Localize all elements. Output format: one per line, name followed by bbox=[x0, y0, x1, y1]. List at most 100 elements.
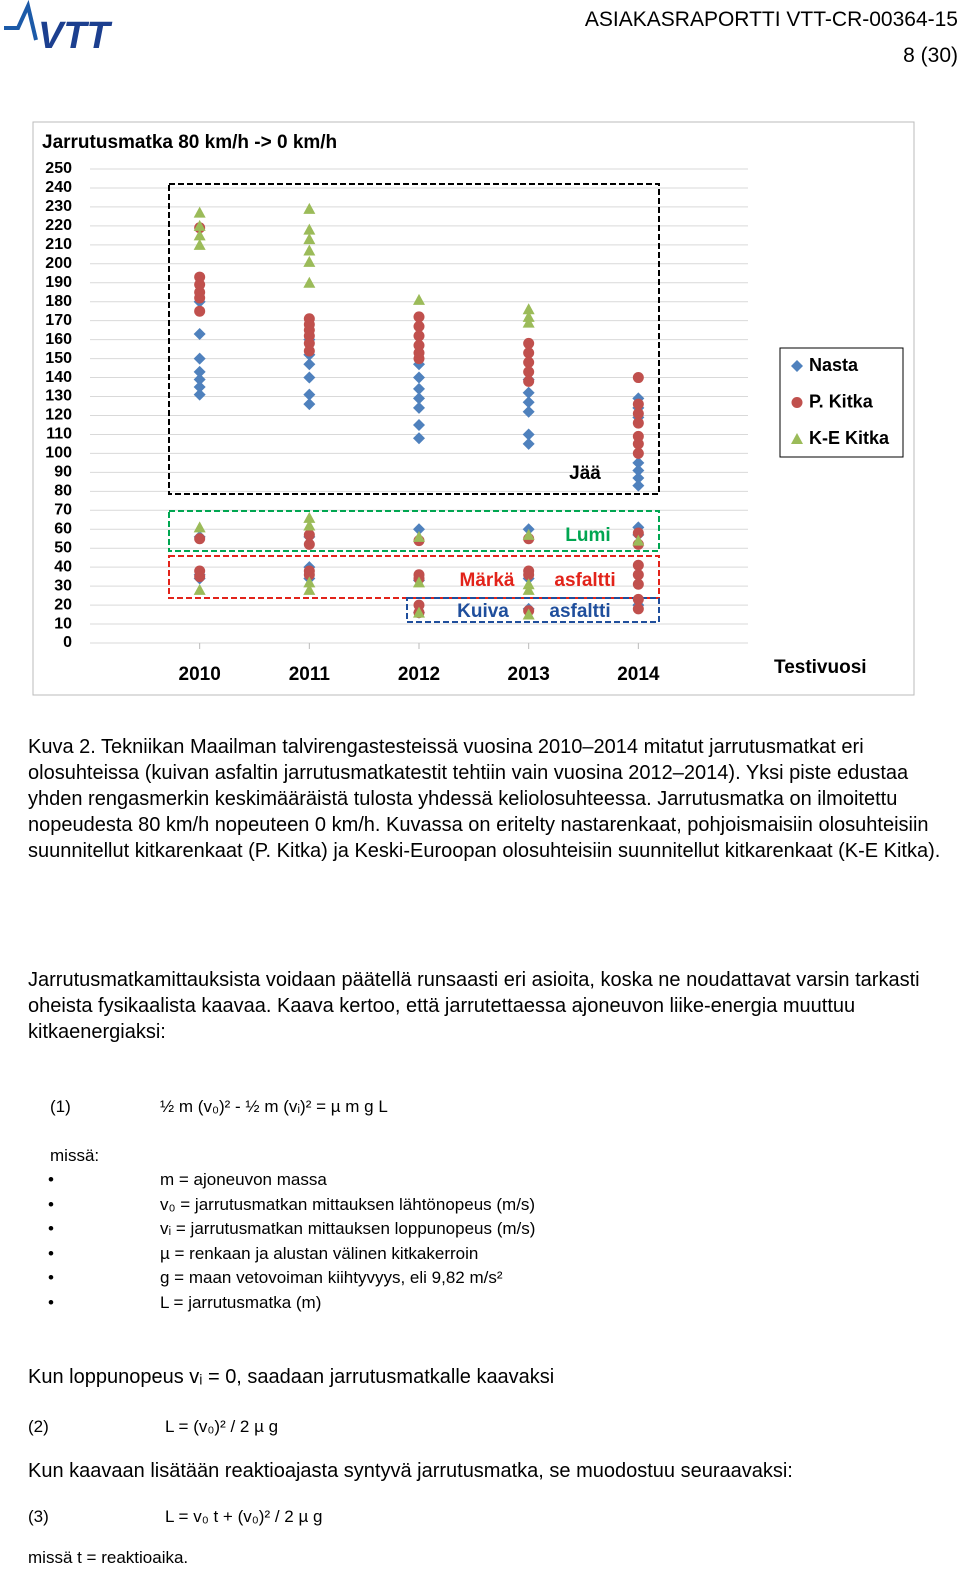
logo: VTT bbox=[4, 0, 113, 57]
chart: Jarrutusmatka 80 km/h -> 0 km/h Testivuo… bbox=[32, 121, 915, 696]
bullet-text: g = maan vetovoiman kiihtyvyys, eli 9,82… bbox=[160, 1268, 503, 1288]
marker bbox=[413, 330, 425, 342]
marker bbox=[632, 603, 644, 615]
y-tick-label: 120 bbox=[45, 407, 72, 424]
bullet: • bbox=[48, 1194, 54, 1214]
y-tick-label: 40 bbox=[54, 558, 72, 575]
logo-text: VTT bbox=[38, 15, 113, 57]
y-tick-label: 110 bbox=[46, 426, 72, 443]
y-tick-label: 60 bbox=[54, 520, 72, 537]
marker bbox=[523, 337, 535, 349]
marker bbox=[522, 608, 535, 620]
marker bbox=[522, 428, 535, 441]
y-tick-label: 250 bbox=[45, 160, 72, 177]
marker bbox=[413, 371, 425, 384]
marker bbox=[413, 432, 425, 445]
marker bbox=[791, 433, 803, 444]
marker bbox=[413, 320, 425, 332]
y-tick-label: 130 bbox=[45, 388, 72, 405]
bullet: • bbox=[48, 1170, 54, 1189]
y-tick-label: 200 bbox=[45, 255, 72, 272]
marker bbox=[303, 388, 316, 401]
caption: Kuva 2. Tekniikan Maailman talvirengaste… bbox=[28, 736, 941, 862]
marker bbox=[193, 206, 206, 218]
annotation: Jää bbox=[569, 463, 601, 484]
y-tick-label: 220 bbox=[45, 217, 72, 234]
y-tick-label: 0 bbox=[63, 634, 72, 651]
marker bbox=[523, 569, 535, 581]
marker bbox=[303, 345, 315, 357]
x-axis-label: Testivuosi bbox=[774, 657, 867, 678]
x-tick-label: 2010 bbox=[179, 664, 221, 685]
marker bbox=[522, 583, 535, 595]
marker bbox=[522, 437, 535, 450]
marker bbox=[413, 599, 425, 611]
marker bbox=[303, 569, 315, 581]
marker bbox=[193, 388, 206, 401]
marker bbox=[303, 337, 315, 349]
formula: L = (v₀)² / 2 µ g bbox=[165, 1417, 279, 1436]
marker bbox=[303, 529, 315, 541]
y-tick-label: 240 bbox=[45, 179, 72, 196]
annotation: Lumi bbox=[565, 525, 610, 546]
y-tick-label: 30 bbox=[54, 577, 72, 594]
formula-number: (2) bbox=[28, 1417, 49, 1436]
y-tick-label: 140 bbox=[45, 369, 72, 386]
marker bbox=[522, 405, 535, 418]
marker bbox=[194, 279, 206, 291]
marker bbox=[632, 527, 644, 539]
where-label: missä: bbox=[50, 1146, 100, 1165]
bullet: • bbox=[48, 1268, 54, 1288]
chart-frame bbox=[32, 121, 915, 696]
condition-region bbox=[168, 555, 660, 599]
legend-label: P. Kitka bbox=[809, 391, 874, 411]
marker bbox=[194, 271, 206, 283]
marker bbox=[632, 372, 644, 384]
bullet: • bbox=[48, 1243, 54, 1263]
marker bbox=[632, 479, 645, 492]
marker bbox=[522, 310, 535, 322]
y-tick-label: 230 bbox=[45, 198, 72, 215]
condition-region bbox=[406, 597, 660, 623]
marker bbox=[193, 229, 206, 241]
page-number: 8 (30) bbox=[903, 44, 958, 67]
marker bbox=[522, 316, 535, 328]
y-tick-label: 90 bbox=[54, 464, 72, 481]
x-tick-label: 2014 bbox=[617, 664, 660, 685]
formula-number: (3) bbox=[28, 1507, 49, 1526]
marker bbox=[632, 417, 644, 429]
marker bbox=[522, 578, 535, 590]
marker bbox=[791, 360, 803, 372]
marker bbox=[303, 519, 316, 531]
formula: L = v₀ t + (v₀)² / 2 µ g bbox=[165, 1507, 323, 1526]
marker bbox=[632, 430, 644, 442]
marker bbox=[303, 223, 316, 235]
legend-label: Nasta bbox=[809, 355, 859, 375]
y-tick-label: 160 bbox=[45, 331, 72, 348]
y-tick-label: 170 bbox=[45, 312, 72, 329]
bullet-text: m = ajoneuvon massa bbox=[160, 1170, 327, 1189]
marker bbox=[522, 303, 535, 315]
y-tick-label: 180 bbox=[45, 293, 72, 310]
bullet-text: L = jarrutusmatka (m) bbox=[160, 1293, 322, 1312]
y-tick-label: 10 bbox=[54, 615, 72, 632]
x-tick-label: 2012 bbox=[398, 664, 440, 685]
marker bbox=[632, 398, 644, 410]
y-tick-label: 20 bbox=[54, 596, 72, 613]
marker bbox=[632, 534, 645, 546]
marker bbox=[193, 219, 206, 231]
text: missä t = reaktioaika. bbox=[28, 1548, 189, 1567]
condition-region bbox=[168, 510, 660, 552]
marker bbox=[303, 276, 316, 288]
y-tick-label: 100 bbox=[45, 445, 72, 462]
marker bbox=[303, 358, 316, 371]
marker bbox=[522, 386, 535, 399]
y-tick-label: 190 bbox=[45, 274, 72, 291]
marker bbox=[193, 365, 206, 378]
formula: ½ m (v₀)² - ½ m (vᵢ)² = µ m g L bbox=[160, 1097, 388, 1116]
marker bbox=[303, 202, 316, 214]
marker bbox=[413, 530, 425, 542]
chart-title: Jarrutusmatka 80 km/h -> 0 km/h bbox=[42, 132, 337, 153]
marker bbox=[522, 528, 535, 540]
